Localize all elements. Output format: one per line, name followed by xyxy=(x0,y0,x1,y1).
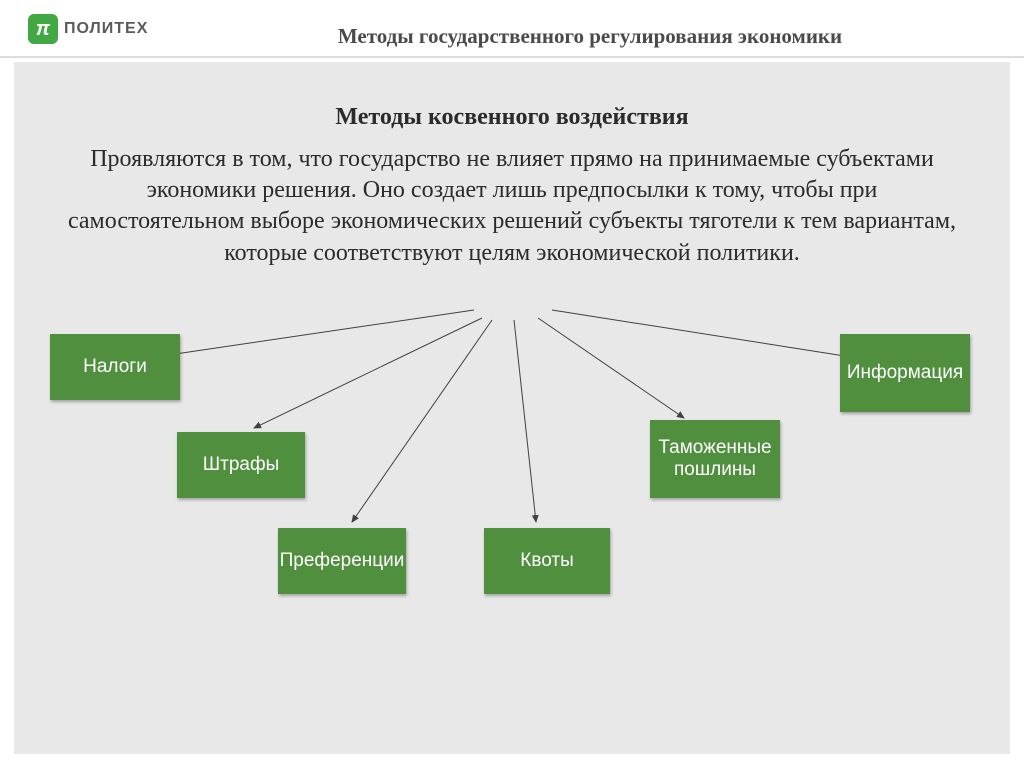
node-customs: Таможенные пошлины xyxy=(650,420,780,498)
node-quotas: Квоты xyxy=(484,528,610,594)
logo-mark: π xyxy=(28,14,58,44)
node-fines: Штрафы xyxy=(177,432,305,498)
node-taxes: Налоги xyxy=(50,334,180,400)
body-text: Проявляются в том, что государство не вл… xyxy=(60,144,964,269)
node-info: Информация xyxy=(840,334,970,412)
logo: π ПОЛИТЕХ xyxy=(28,14,148,44)
logo-text: ПОЛИТЕХ xyxy=(64,20,148,38)
page-title: Методы государственного регулирования эк… xyxy=(230,24,950,49)
node-preferences: Преференции xyxy=(278,528,406,594)
subtitle: Методы косвенного воздействия xyxy=(0,104,1024,131)
